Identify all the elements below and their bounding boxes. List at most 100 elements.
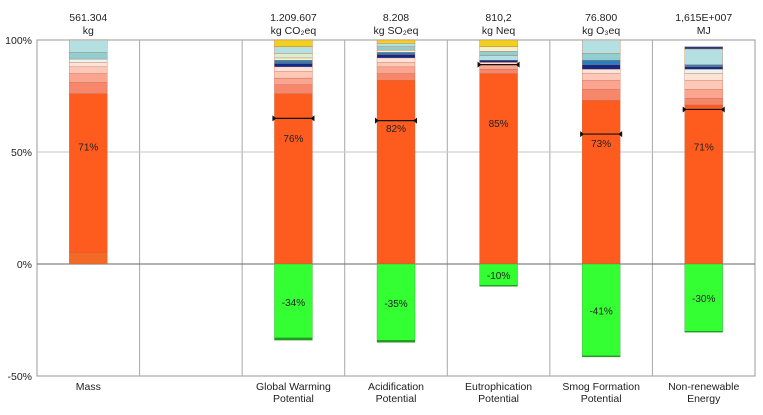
- bar-segment: [376, 39, 416, 44]
- bar-segment-negative: [479, 285, 518, 287]
- header-value: 561.304: [69, 12, 107, 24]
- header-unit: kg CO₂eq: [271, 25, 317, 37]
- category-label: Potential: [376, 393, 417, 405]
- bar-segment: [69, 39, 108, 53]
- net-marker-arrow-right: [515, 61, 520, 68]
- bar-segment: [376, 54, 416, 59]
- bar-segment: [376, 66, 416, 74]
- main-percent-label: 76%: [283, 134, 303, 145]
- category-label: Global Warming: [256, 381, 331, 393]
- bar-segment: [274, 84, 313, 94]
- bar-segment: [274, 93, 313, 265]
- category-label: Mass: [76, 381, 101, 393]
- bar-segment: [274, 57, 313, 61]
- bar-segment-negative: [376, 263, 416, 341]
- bar-segment-negative: [376, 340, 416, 343]
- bar-segment: [479, 73, 518, 265]
- bar-segment: [376, 52, 416, 55]
- bar-segment: [69, 73, 108, 83]
- category-label: Smog Formation: [562, 381, 640, 393]
- bar-segment: [69, 52, 108, 60]
- bar-segment: [274, 53, 313, 59]
- bar-segment-negative: [581, 355, 621, 358]
- bar-segment: [479, 46, 518, 52]
- bar-segment: [479, 51, 518, 56]
- bar-segment: [684, 46, 723, 50]
- header-unit: kg Neq: [482, 25, 515, 37]
- bar-segment: [581, 80, 621, 90]
- header-unit: kg: [83, 25, 94, 37]
- bar-segment: [274, 63, 313, 68]
- bar-segment: [69, 58, 108, 63]
- negative-percent-label: -34%: [282, 298, 305, 309]
- header-unit: MJ: [697, 25, 711, 37]
- bar-segment-negative: [274, 263, 313, 339]
- bar-segment: [376, 80, 416, 265]
- net-marker-arrow-left: [477, 61, 482, 68]
- bar-segment: [376, 57, 416, 63]
- net-marker-arrow-left: [580, 131, 585, 138]
- bar-segment-negative: [684, 331, 723, 333]
- bar-segment: [69, 93, 108, 253]
- bar-segment: [376, 62, 416, 68]
- bar-segment: [684, 48, 723, 65]
- category-label: Acidification: [368, 381, 424, 393]
- header-value: 1,615E+007: [675, 12, 732, 24]
- bar-segment: [684, 73, 723, 81]
- header-unit: kg O₃eq: [582, 25, 620, 37]
- negative-percent-label: -30%: [692, 294, 715, 305]
- bar-segment: [581, 60, 621, 65]
- bar-segment: [479, 64, 518, 70]
- bar-segment: [274, 71, 313, 79]
- net-marker-arrow-left: [682, 106, 687, 113]
- header-unit: kg SO₂eq: [374, 25, 419, 37]
- chart-bars: [69, 39, 723, 358]
- net-marker-arrow-right: [413, 117, 417, 124]
- category-label: Potential: [581, 393, 622, 405]
- category-label: Eutrophication: [465, 381, 532, 393]
- net-marker-arrow-left: [272, 115, 277, 122]
- header-value: 8.208: [383, 12, 409, 24]
- category-label: Potential: [273, 393, 314, 405]
- main-percent-label: 73%: [591, 139, 611, 150]
- negative-percent-label: -41%: [589, 306, 612, 317]
- main-percent-label: 71%: [694, 142, 714, 153]
- bar-segment: [69, 82, 108, 94]
- bar-segment: [684, 98, 723, 106]
- bar-segment: [479, 60, 518, 63]
- main-percent-label: 82%: [386, 124, 406, 135]
- y-tick-label: 100%: [5, 35, 32, 47]
- header-value: 1.209.607: [270, 12, 317, 24]
- bar-segment: [274, 77, 313, 85]
- bar-segment: [274, 39, 313, 47]
- net-marker-arrow-right: [720, 106, 725, 113]
- bar-segment: [581, 68, 621, 74]
- bar-segment: [581, 100, 621, 265]
- net-marker-arrow-right: [618, 131, 623, 138]
- main-percent-label: 71%: [78, 142, 98, 153]
- negative-percent-label: -10%: [487, 271, 510, 282]
- bar-segment: [376, 43, 416, 47]
- bar-segment: [479, 39, 518, 47]
- bar-segment: [376, 49, 416, 53]
- bar-segment: [274, 66, 313, 72]
- category-label: Potential: [478, 393, 519, 405]
- bar-segment: [69, 252, 108, 265]
- negative-percent-label: -35%: [384, 299, 407, 310]
- bar-segment: [376, 46, 416, 51]
- bar-segment: [69, 66, 108, 74]
- bar-segment: [479, 68, 518, 74]
- bar-segment: [581, 89, 621, 101]
- bar-segment: [274, 46, 313, 54]
- header-value: 76.800: [585, 12, 617, 24]
- bar-segment: [274, 60, 313, 64]
- bar-segment: [376, 73, 416, 81]
- bar-segment: [581, 73, 621, 81]
- main-percent-label: 85%: [489, 119, 509, 130]
- bar-segment: [69, 62, 108, 68]
- bar-segment: [684, 80, 723, 90]
- net-marker-arrow-right: [310, 115, 315, 122]
- bar-segment: [581, 39, 621, 54]
